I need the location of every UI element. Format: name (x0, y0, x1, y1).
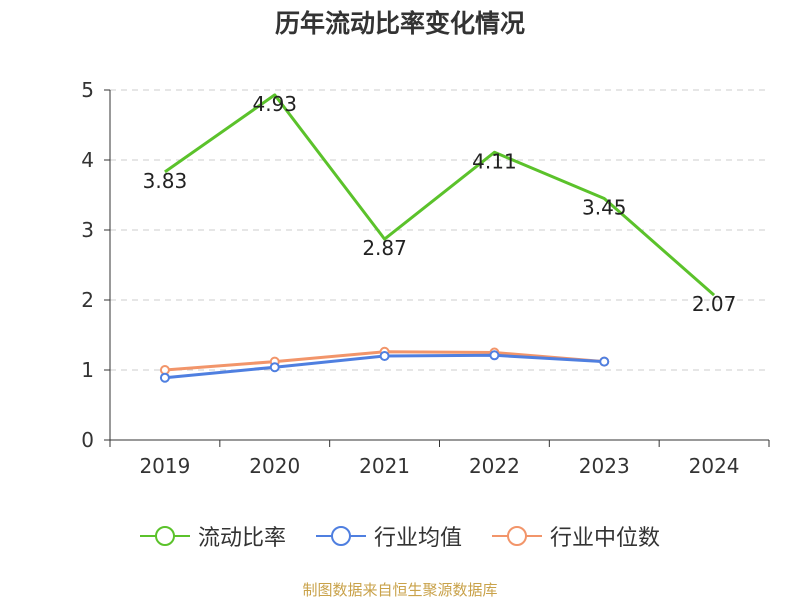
x-tick-label: 2022 (469, 454, 520, 478)
data-label: 2.87 (362, 236, 407, 260)
data-label: 3.45 (582, 196, 627, 220)
legend-item-current-ratio[interactable]: 流动比率 (139, 520, 286, 552)
chart-title: 历年流动比率变化情况 (274, 9, 525, 38)
legend-label-industry-mean: 行业均值 (373, 526, 462, 551)
legend-item-industry-median[interactable]: 行业中位数 (492, 520, 660, 552)
source-note: 制图数据来自恒生聚源数据库 (302, 581, 498, 599)
legend-swatch-current-ratio (139, 526, 190, 546)
x-tick-label: 2023 (579, 454, 630, 478)
data-point (159, 372, 170, 383)
x-tick-label: 2020 (249, 454, 300, 478)
y-tick-label: 1 (81, 358, 94, 382)
y-tick-label: 3 (81, 218, 94, 242)
data-point (489, 350, 500, 361)
legend: 流动比率 行业均值 行业中位数 (0, 520, 800, 552)
data-point (269, 362, 280, 373)
legend-swatch-industry-mean (315, 526, 366, 546)
x-tick-label: 2024 (689, 454, 740, 478)
series-line (164, 93, 716, 297)
y-tick-label: 4 (81, 148, 94, 172)
data-point (379, 351, 390, 361)
y-tick-label: 0 (81, 428, 94, 452)
x-tick-label: 2019 (139, 454, 190, 478)
y-tick-label: 2 (81, 288, 94, 312)
data-label: 4.11 (472, 149, 517, 173)
data-label: 3.83 (143, 169, 188, 193)
legend-swatch-industry-median (492, 526, 542, 546)
data-point (599, 356, 610, 367)
x-tick-label: 2021 (359, 454, 410, 478)
legend-item-industry-mean[interactable]: 行业均值 (315, 520, 462, 552)
y-tick-label: 5 (81, 78, 94, 102)
data-label: 2.07 (692, 292, 737, 316)
data-label: 4.93 (252, 92, 297, 116)
legend-label-current-ratio: 流动比率 (197, 526, 286, 551)
legend-label-industry-median: 行业中位数 (550, 526, 661, 551)
